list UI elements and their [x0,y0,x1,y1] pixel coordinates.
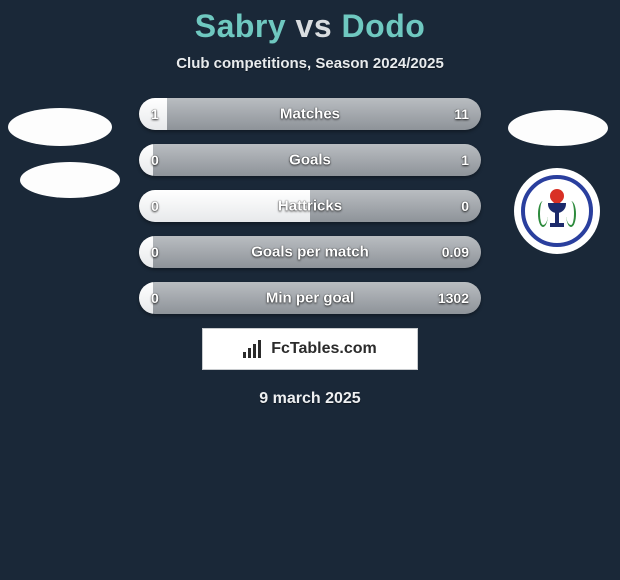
compare-area: 111Matches01Goals00Hattricks00.09Goals p… [0,98,620,314]
stat-right-value: 1302 [438,290,469,306]
club-badge-inner [521,175,593,247]
bar-right-fill [167,98,481,130]
watermark-text: FcTables.com [271,340,377,358]
page-title: Sabry vs Dodo [0,8,620,45]
bar-right-fill [153,282,481,314]
stat-left-value: 0 [151,152,159,168]
player1-club-placeholder [20,162,120,198]
stat-row: 00Hattricks [139,190,481,222]
subtitle: Club competitions, Season 2024/2025 [0,55,620,72]
torch-icon [542,191,572,231]
comparison-bars: 111Matches01Goals00Hattricks00.09Goals p… [139,98,481,314]
stat-left-value: 0 [151,244,159,260]
stat-row: 00.09Goals per match [139,236,481,268]
stat-right-value: 11 [454,106,469,122]
watermark: FcTables.com [202,328,418,370]
title-player2: Dodo [342,8,426,44]
stat-right-value: 0 [461,198,469,214]
title-vs: vs [296,8,333,44]
bar-right-fill [153,236,481,268]
stat-row: 111Matches [139,98,481,130]
stat-right-value: 0.09 [442,244,469,260]
stat-left-value: 0 [151,198,159,214]
player2-avatar-placeholder [508,110,608,146]
stat-left-value: 0 [151,290,159,306]
stat-right-value: 1 [461,152,469,168]
bars-icon [243,340,265,358]
title-player1: Sabry [195,8,286,44]
player1-avatar-placeholder [8,108,112,146]
comparison-card: Sabry vs Dodo Club competitions, Season … [0,0,620,580]
stat-left-value: 1 [151,106,159,122]
stat-row: 01Goals [139,144,481,176]
bar-right-fill [153,144,481,176]
bar-right-fill [310,190,481,222]
player2-club-badge [514,168,600,254]
stat-row: 01302Min per goal [139,282,481,314]
bar-left-fill [139,190,310,222]
date-label: 9 march 2025 [0,390,620,408]
